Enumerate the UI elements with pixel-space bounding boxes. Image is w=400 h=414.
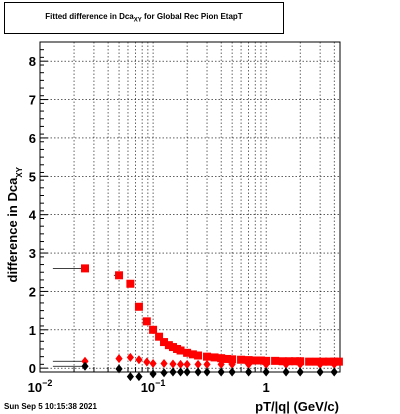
data-point-diamond [316, 359, 324, 369]
data-point-square [134, 302, 143, 311]
data-point-square [285, 357, 294, 366]
data-point-square [305, 357, 314, 366]
data-point-square [142, 317, 151, 326]
data-point-square [291, 357, 300, 366]
data-point-square [228, 355, 237, 364]
x-tick-label: 10−1 [141, 378, 166, 395]
data-point-diamond [330, 367, 338, 377]
y-tick-label: 5 [29, 169, 36, 184]
data-point-diamond [217, 367, 225, 377]
data-point-square [312, 357, 321, 366]
data-point-diamond [194, 367, 202, 377]
y-tick-label: 7 [29, 93, 36, 108]
data-point-square [210, 353, 219, 362]
data-point-diamond [262, 367, 270, 377]
y-tick-label: 3 [29, 246, 36, 261]
x-tick-label: 10−2 [28, 378, 53, 395]
data-point-square [278, 357, 287, 366]
data-point-diamond [245, 359, 253, 369]
data-point-diamond [203, 359, 211, 369]
data-point-diamond [203, 367, 211, 377]
data-point-square [168, 343, 177, 352]
data-point-diamond [81, 361, 89, 371]
data-point-square [237, 355, 246, 364]
data-point-diamond [126, 372, 134, 382]
chart-title-box: Fitted difference in DcaXY for Global Re… [4, 2, 284, 34]
y-tick-label: 1 [29, 323, 36, 338]
grid-lines [40, 42, 340, 372]
data-point-square [115, 271, 124, 280]
data-point-diamond [262, 359, 270, 369]
y-axis-label-main: difference in Dca [5, 177, 20, 283]
data-point-diamond [115, 354, 123, 364]
data-point-diamond [282, 367, 290, 377]
data-point-diamond [194, 359, 202, 369]
data-point-square [155, 332, 164, 341]
y-tick-label: 4 [29, 208, 37, 223]
data-point-square [183, 348, 192, 357]
data-point-square [160, 338, 169, 347]
data-point-square [80, 264, 89, 273]
data-point-diamond [149, 359, 157, 369]
y-tick-label: 8 [29, 54, 36, 69]
data-point-diamond [169, 359, 177, 369]
y-tick-label: 6 [29, 131, 36, 146]
data-point-diamond [135, 372, 143, 382]
y-axis-label-subscript: XY [15, 166, 24, 177]
data-point-square [217, 354, 226, 363]
data-point-square [164, 341, 173, 350]
data-point-diamond [330, 359, 338, 369]
data-point-diamond [115, 364, 123, 374]
data-point-diamond [176, 367, 185, 377]
data-point-square [319, 357, 328, 366]
data-point-diamond [296, 359, 304, 369]
data-point-diamond [149, 369, 157, 379]
data-point-diamond [176, 359, 185, 369]
data-point-square [188, 350, 197, 359]
data-point-square [271, 356, 280, 365]
data-point-square [176, 346, 185, 355]
data-point-square [325, 357, 334, 366]
data-point-diamond [296, 367, 304, 377]
data-point-diamond [160, 368, 168, 378]
data-point-diamond [183, 359, 191, 369]
y-tick-label: 2 [29, 284, 36, 299]
data-point-diamond [228, 367, 236, 377]
data-point-diamond [217, 359, 225, 369]
data-point-diamond [228, 359, 236, 369]
data-point-diamond [282, 359, 290, 369]
chart-title-suffix: for Global Rec Pion EtapT [141, 12, 243, 21]
x-tick-label: 1 [263, 380, 270, 395]
y-tick-label: 0 [29, 361, 36, 376]
data-point-square [256, 356, 265, 365]
data-point-diamond [135, 355, 143, 365]
x-axis-label: pT/|q| (GeV/c) [255, 399, 339, 414]
data-point-diamond [183, 367, 191, 377]
y-axis-label: difference in DcaXY [5, 166, 24, 282]
data-point-diamond [245, 367, 253, 377]
timestamp: Sun Sep 5 10:15:38 2021 [4, 402, 97, 411]
data-point-square [126, 279, 135, 288]
data-point-square [194, 351, 203, 360]
data-point-diamond [143, 357, 151, 367]
chart-title-prefix: Fitted difference in Dca [45, 12, 134, 21]
data-point-diamond [316, 367, 324, 377]
data-point-diamond [169, 367, 177, 377]
data-point-square [222, 354, 231, 363]
chart-title-subscript: XY [133, 17, 142, 24]
data-point-square [251, 356, 260, 365]
data-point-diamond [81, 356, 89, 366]
data-point-diamond [160, 359, 168, 369]
chart-title: Fitted difference in DcaXY for Global Re… [5, 12, 283, 24]
plot-area [39, 41, 341, 373]
data-marks [52, 264, 343, 382]
data-point-square [149, 325, 158, 334]
data-point-square [203, 352, 212, 361]
data-point-diamond [126, 352, 134, 362]
data-point-square [334, 357, 343, 366]
